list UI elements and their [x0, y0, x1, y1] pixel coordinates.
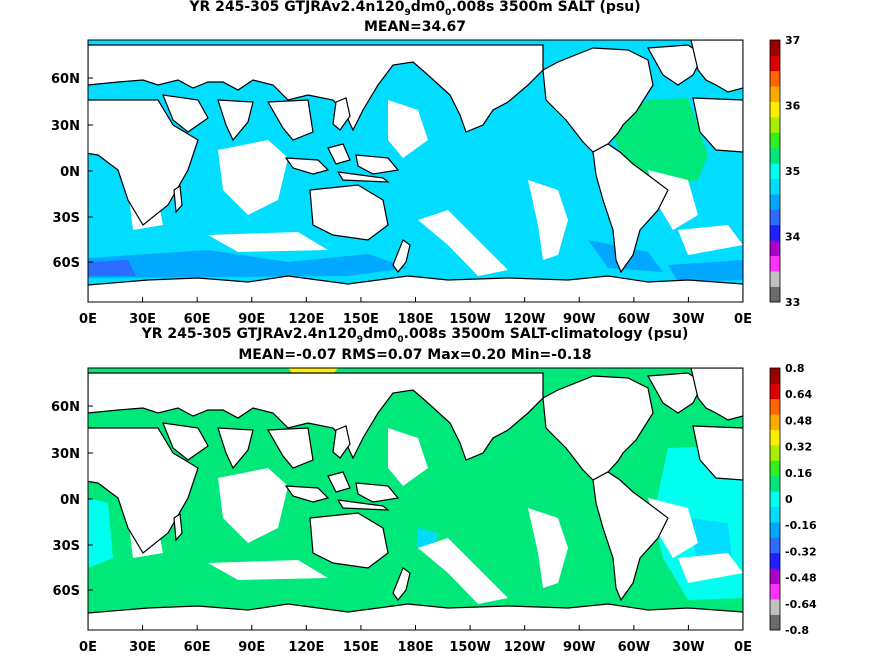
x-tick-label: 60W: [618, 640, 650, 655]
colorbar-segment: [770, 55, 780, 72]
x-tick-label: 30E: [129, 312, 156, 327]
top-map: [88, 40, 743, 302]
bottom-panel-subtitle: MEAN=-0.07 RMS=0.07 Max=0.20 Min=-0.18: [238, 347, 592, 363]
colorbar-segment: [770, 271, 780, 287]
top-panel-subtitle: MEAN=34.67: [363, 19, 467, 35]
x-tick-label: 30W: [672, 312, 704, 327]
colorbar-label: 37: [785, 34, 800, 47]
bottom-map: [88, 368, 743, 630]
x-tick-label: 90W: [563, 312, 595, 327]
y-tick-label: 0N: [60, 493, 80, 508]
y-tick-label: 30N: [51, 447, 80, 462]
colorbar-frame: [769, 39, 781, 303]
colorbar-segment: [770, 568, 780, 585]
x-tick-label: 120E: [288, 640, 324, 655]
x-tick-label: 60E: [184, 312, 211, 327]
x-tick-label: 180E: [397, 640, 433, 655]
colorbar-segment: [770, 286, 780, 303]
colorbar-segment: [770, 599, 780, 615]
colorbar-label: 0.8: [785, 362, 805, 375]
x-tick-label: 60W: [618, 312, 650, 327]
colorbar-segment: [770, 414, 780, 430]
y-tick-label: 60S: [53, 584, 80, 599]
y-tick-label: 0N: [60, 165, 80, 180]
colorbar-label: -0.64: [785, 598, 817, 611]
x-tick-label: 150E: [343, 640, 379, 655]
colorbar-segment: [770, 614, 780, 631]
colorbar-label: 0.32: [785, 441, 812, 454]
x-tick-label: 120E: [288, 312, 324, 327]
colorbar-segment: [770, 522, 780, 538]
colorbar-segment: [770, 552, 780, 569]
colorbar-label: 0.64: [785, 388, 812, 401]
top-axes: 0E 30E 60E 90E 120E 150E 180E 150W 120W 90W 60W 30W…: [51, 72, 752, 327]
y-tick-label: 60N: [51, 400, 80, 415]
x-tick-label: 120W: [504, 640, 545, 655]
bottom-colorbar: 0.8 0.64 0.48 0.32 0.16 0 -0.16 -0.32 -0.48 -0.64…: [769, 362, 817, 637]
colorbar-segment: [770, 70, 780, 87]
x-tick-label: 0E: [734, 640, 752, 655]
x-tick-label: 90W: [563, 640, 595, 655]
colorbar-label: 34: [785, 231, 801, 244]
colorbar-segment: [770, 583, 780, 600]
colorbar-segment: [770, 537, 780, 554]
colorbar-segment: [770, 132, 780, 149]
colorbar-segment: [770, 86, 780, 102]
colorbar-segment: [770, 491, 780, 508]
colorbar-segment: [770, 224, 780, 241]
x-tick-label: 0E: [734, 312, 752, 327]
colorbar-segment: [770, 383, 780, 400]
x-tick-label: 150W: [449, 312, 490, 327]
colorbar-label: -0.48: [785, 572, 817, 585]
colorbar-segment: [770, 101, 780, 118]
colorbar-label: 0: [785, 493, 793, 506]
x-tick-label: 0E: [79, 312, 97, 327]
y-tick-label: 30S: [53, 539, 80, 554]
colorbar-label: 0.48: [785, 414, 812, 427]
x-tick-label: 150W: [449, 640, 490, 655]
x-tick-label: 90E: [238, 640, 265, 655]
colorbar-segment: [770, 460, 780, 477]
colorbar-segment: [770, 40, 780, 56]
bottom-panel-title: YR 245-305 GTJRAv2.4n1209dm00.008s 3500m…: [141, 326, 689, 345]
x-tick-label: 90E: [238, 312, 265, 327]
x-tick-label: 30W: [672, 640, 704, 655]
y-tick-label: 30N: [51, 119, 80, 134]
y-tick-label: 60S: [53, 256, 80, 271]
colorbar-segment: [770, 209, 780, 226]
x-tick-label: 150E: [343, 312, 379, 327]
x-tick-label: 120W: [504, 312, 545, 327]
colorbar-label: -0.8: [785, 624, 809, 637]
y-tick-label: 60N: [51, 72, 80, 87]
colorbar-label: -0.16: [785, 519, 817, 532]
x-tick-label: 0E: [79, 640, 97, 655]
x-tick-label: 30E: [129, 640, 156, 655]
colorbar-label: -0.32: [785, 545, 817, 558]
colorbar-segment: [770, 147, 780, 164]
x-tick-label: 180E: [397, 312, 433, 327]
colorbar-segment: [770, 398, 780, 415]
colorbar-segment: [770, 255, 780, 272]
colorbar-segment: [770, 368, 780, 384]
bottom-axes: 0E 30E 60E 90E 120E 150E 180E 150W 120W 90W 60W 30W…: [51, 400, 752, 655]
top-colorbar: 37 36 35 34 33: [769, 34, 801, 309]
colorbar-segment: [770, 163, 780, 180]
top-panel-title: YR 245-305 GTJRAv2.4n1209dm00.008s 3500m…: [189, 0, 641, 18]
x-tick-label: 60E: [184, 640, 211, 655]
colorbar-label: 36: [785, 100, 801, 113]
colorbar-frame: [769, 367, 781, 631]
colorbar-segment: [770, 240, 780, 257]
colorbar-segment: [770, 445, 780, 461]
colorbar-label: 35: [785, 165, 800, 178]
colorbar-label: 0.16: [785, 467, 812, 480]
colorbar-segment: [770, 475, 780, 492]
colorbar-segment: [770, 178, 780, 195]
colorbar-segment: [770, 117, 780, 133]
y-tick-label: 30S: [53, 211, 80, 226]
colorbar-segment: [770, 506, 780, 523]
colorbar-label: 33: [785, 296, 800, 309]
colorbar-segment: [770, 429, 780, 446]
colorbar-segment: [770, 194, 780, 210]
